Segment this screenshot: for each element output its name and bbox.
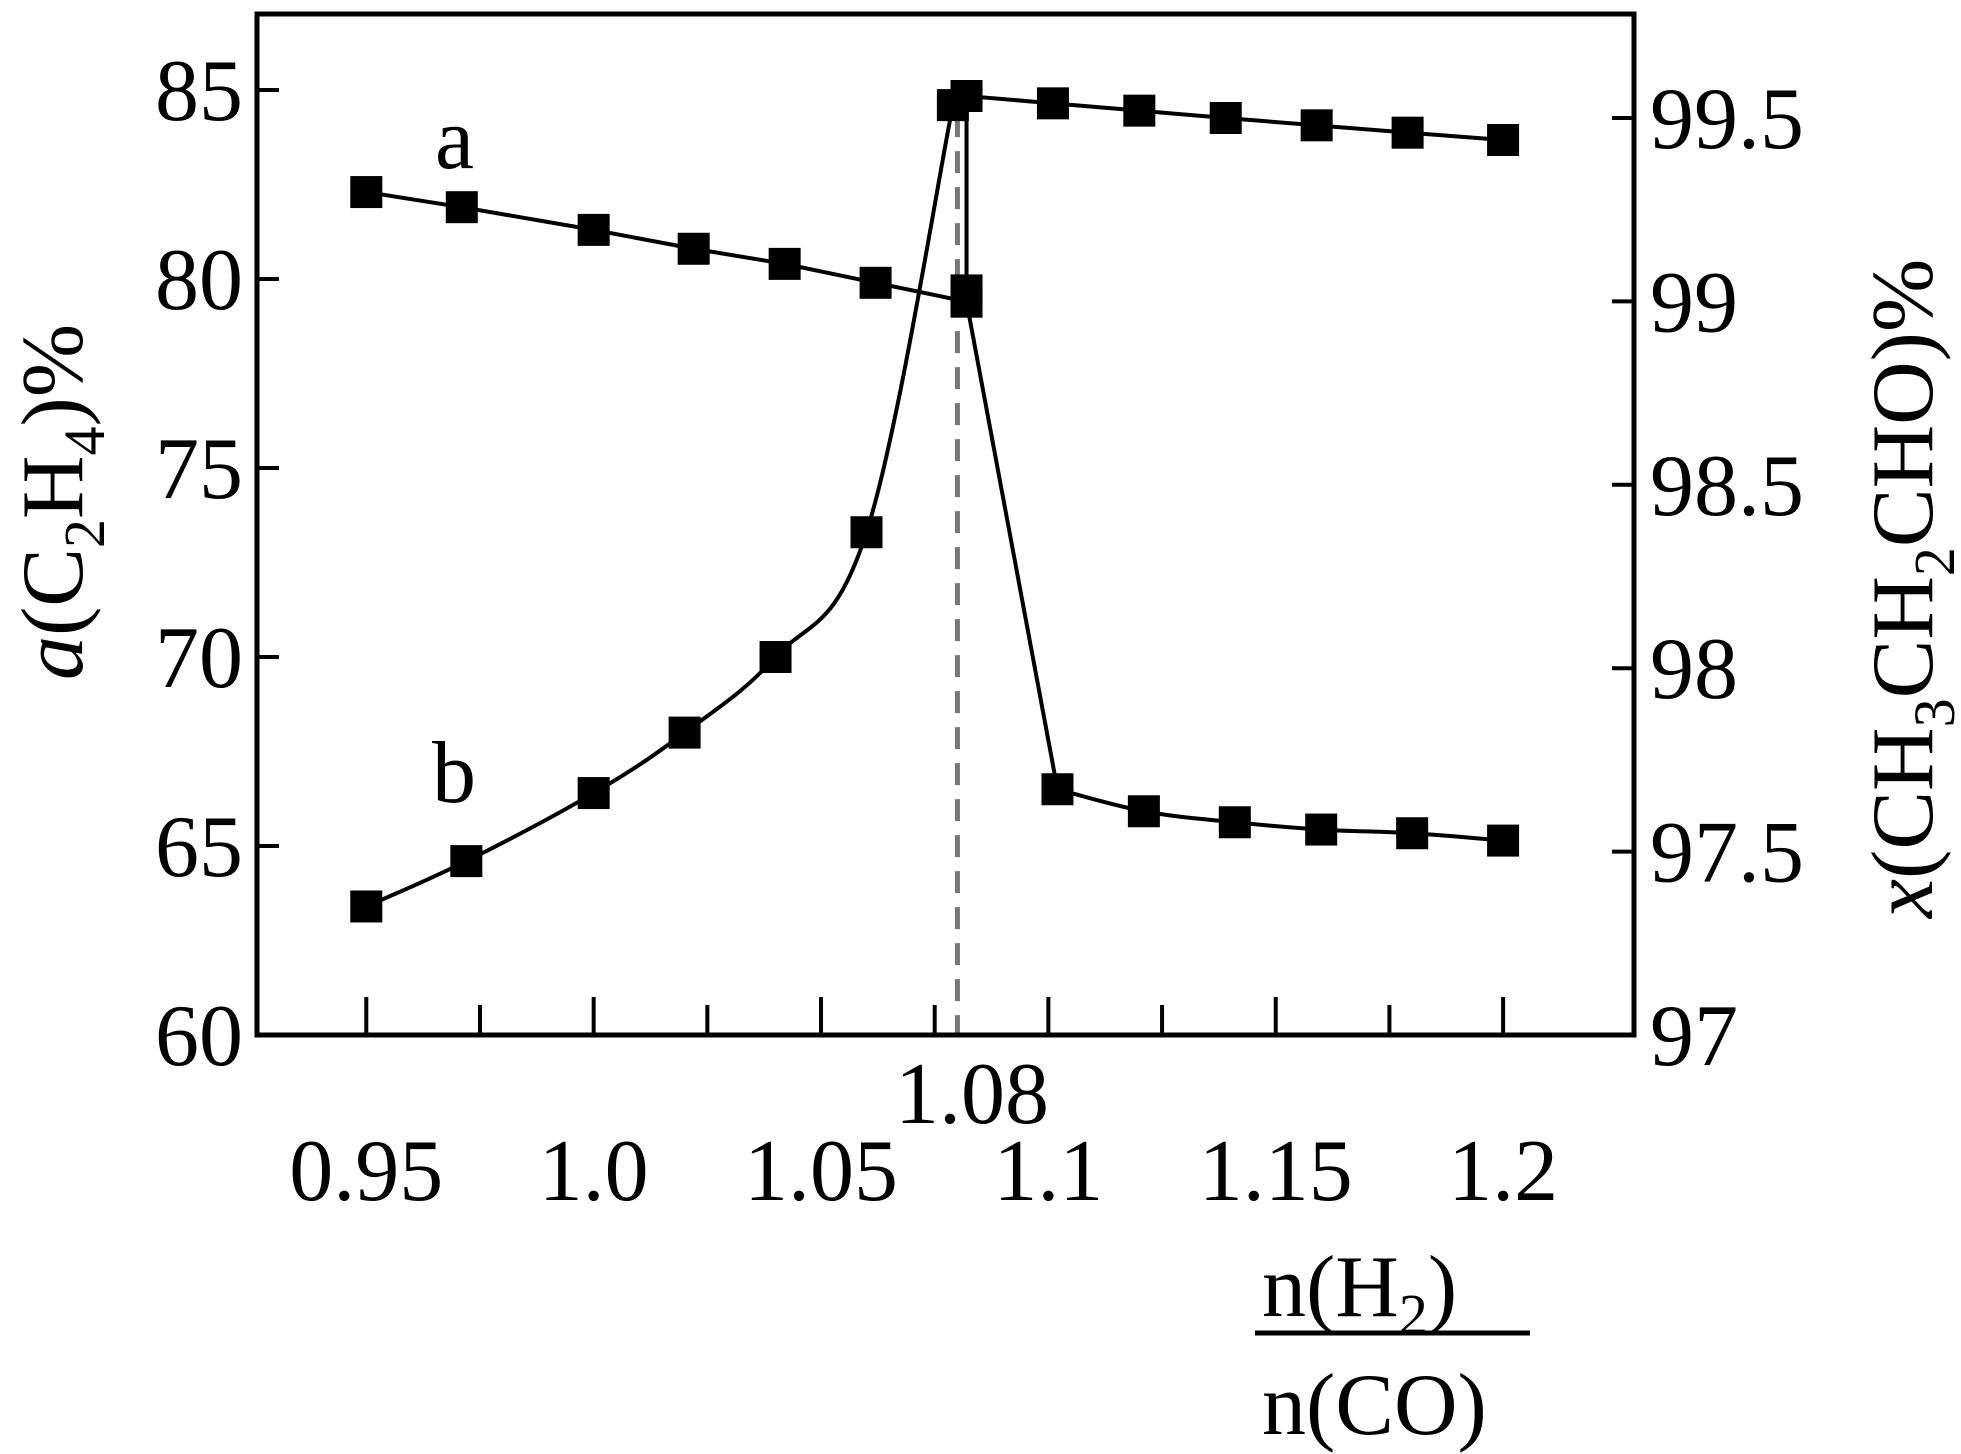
data-point-b bbox=[1305, 813, 1338, 846]
y-right-tick-label: 97 bbox=[1650, 988, 1738, 1085]
y-right-tick-label: 99.5 bbox=[1650, 71, 1804, 168]
data-point-b bbox=[1127, 795, 1160, 828]
data-point-a bbox=[445, 191, 478, 224]
data-point-b bbox=[1487, 824, 1520, 857]
data-point-a bbox=[1391, 116, 1424, 149]
data-point-b bbox=[450, 845, 483, 878]
y-left-tick-label: 75 bbox=[155, 421, 243, 518]
x-tick-label: 1.1 bbox=[993, 1123, 1103, 1220]
y-left-tick-label: 60 bbox=[155, 988, 243, 1085]
series-line-b-drop bbox=[964, 301, 1060, 790]
markers-layer bbox=[350, 79, 1520, 923]
series-label-a: a bbox=[435, 91, 474, 188]
data-point-b bbox=[759, 641, 792, 673]
y-right-tick-label: 98.5 bbox=[1650, 438, 1804, 535]
data-point-b bbox=[1218, 806, 1251, 839]
series-label-b: b bbox=[432, 725, 476, 822]
data-point-a bbox=[677, 232, 710, 265]
x-tick-label: 1.0 bbox=[539, 1123, 649, 1220]
x-tick-label: 1.05 bbox=[744, 1123, 898, 1220]
x-tick-label: 0.95 bbox=[289, 1123, 443, 1220]
data-point-a bbox=[859, 266, 892, 299]
data-point-b bbox=[350, 890, 383, 923]
data-point-a bbox=[1209, 102, 1242, 134]
data-point-b bbox=[850, 516, 883, 549]
series-line-b-tail bbox=[1056, 787, 1504, 843]
data-point-b bbox=[936, 89, 969, 122]
y-right-tick-label: 99 bbox=[1650, 254, 1738, 351]
x-axis-label-denominator: n(CO) bbox=[1262, 1357, 1487, 1454]
y-left-tick-label: 85 bbox=[155, 43, 243, 140]
data-point-b bbox=[577, 777, 610, 810]
ticks-layer: 60 65 70 75 80 85 97 97.5 98 98.5 99 99.5 0.95 1.0 1.0… bbox=[155, 43, 1804, 1220]
y-left-tick-label: 70 bbox=[155, 610, 243, 707]
data-point-a bbox=[577, 213, 610, 246]
data-point-a bbox=[1036, 87, 1069, 120]
data-point-b bbox=[950, 274, 983, 307]
data-point-a bbox=[768, 247, 801, 280]
x-marker-label: 1.08 bbox=[895, 1046, 1049, 1143]
y-left-axis-label: a(C2H4)% bbox=[5, 324, 117, 680]
data-point-b bbox=[1041, 773, 1074, 806]
data-point-b bbox=[1396, 817, 1429, 850]
plot-frame bbox=[254, 11, 1637, 1038]
y-left-tick-label: 65 bbox=[155, 799, 243, 896]
data-point-a bbox=[1487, 124, 1520, 157]
y-right-tick-label: 98 bbox=[1650, 621, 1738, 718]
data-point-a bbox=[350, 176, 383, 209]
y-right-axis-label: x(CH3CH2CHO)% bbox=[1855, 259, 1961, 920]
y-right-tick-label: 97.5 bbox=[1650, 805, 1804, 902]
x-tick-label: 1.15 bbox=[1199, 1123, 1353, 1220]
data-point-a bbox=[1300, 109, 1333, 142]
lines-layer bbox=[365, 93, 1504, 909]
y-left-tick-label: 80 bbox=[155, 232, 243, 329]
data-point-a bbox=[1123, 94, 1156, 127]
x-axis-label-numerator: n(H2) bbox=[1262, 1239, 1457, 1347]
x-tick-label: 1.2 bbox=[1448, 1123, 1558, 1220]
data-point-b bbox=[668, 716, 701, 749]
